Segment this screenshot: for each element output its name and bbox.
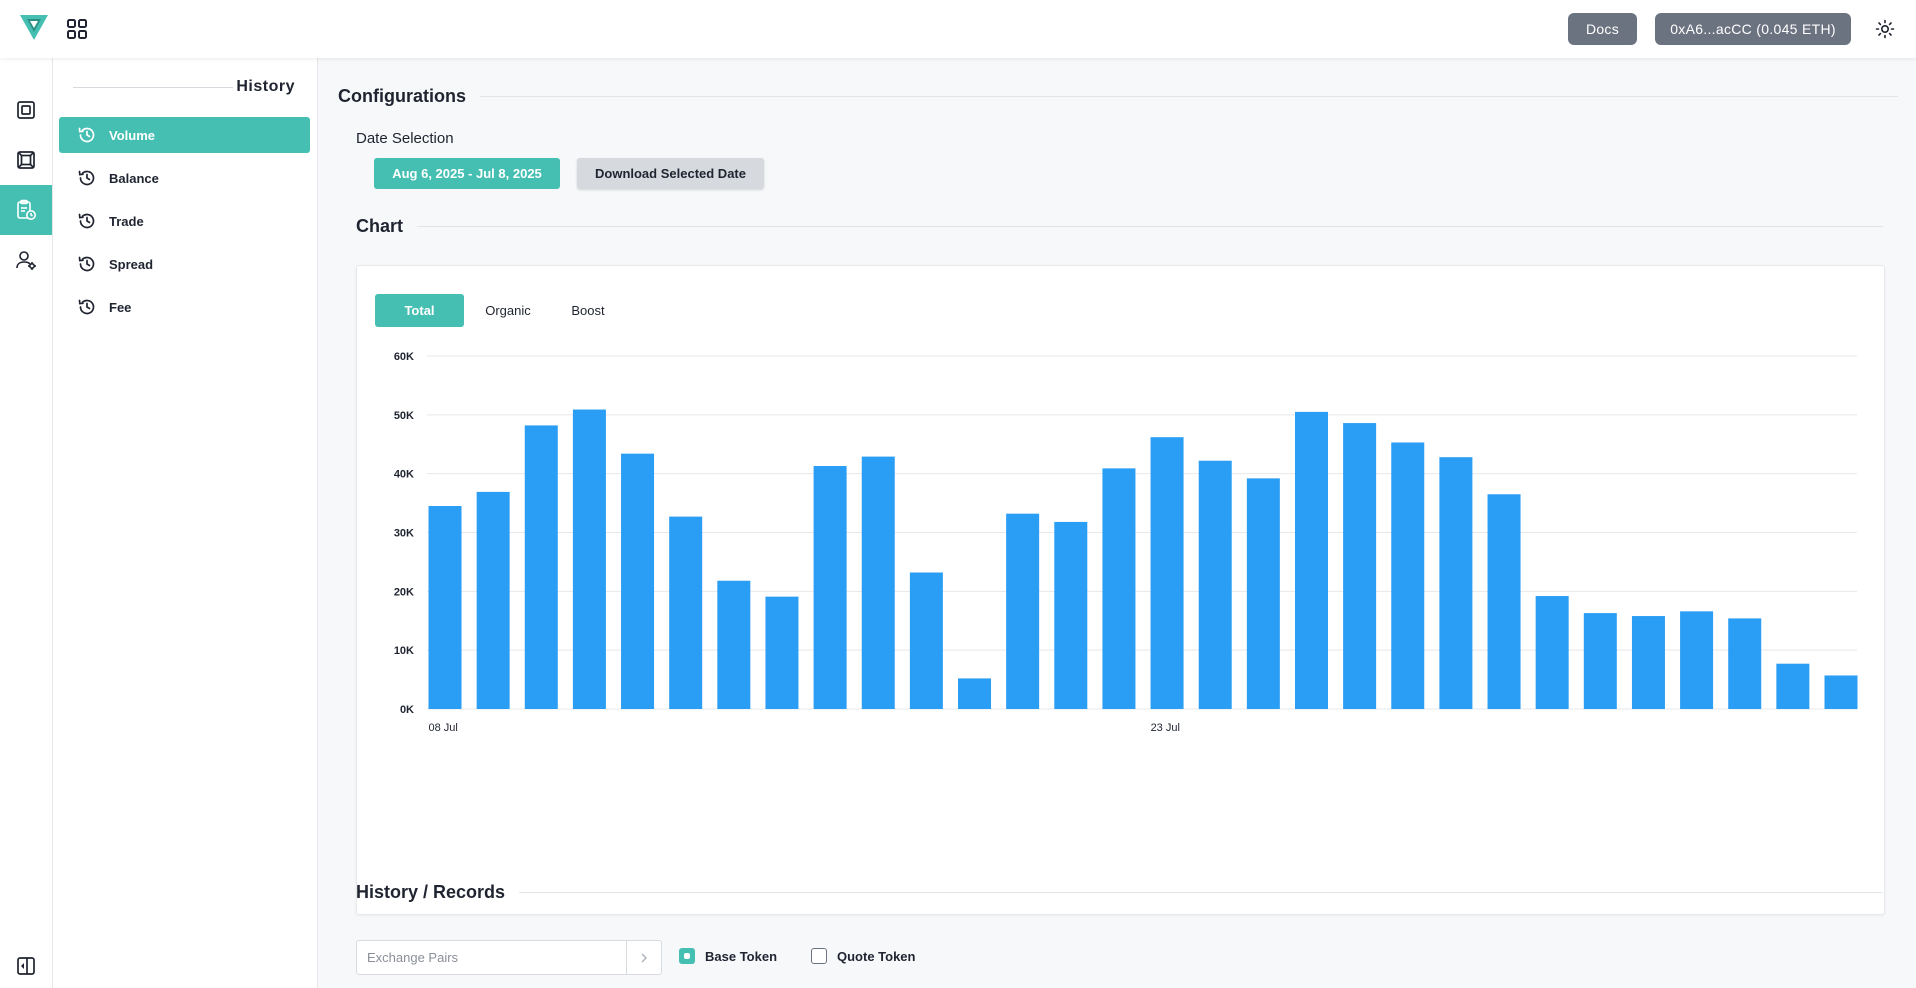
y-tick-label: 20K [394,586,414,598]
exchange-pairs-search [356,940,662,975]
sidebar-title: History [236,78,295,95]
bar [1728,618,1762,709]
download-selected-date-button[interactable]: Download Selected Date [577,158,764,189]
bar [476,491,510,709]
history-icon [77,297,97,317]
bar [1824,675,1858,709]
bar [1535,596,1569,709]
divider [480,96,1898,97]
bar [621,453,655,709]
user-settings-icon[interactable] [0,235,52,285]
sun-icon[interactable] [1875,19,1895,39]
bar [909,572,943,709]
y-tick-label: 50K [394,410,414,422]
divider [73,87,233,88]
base-token-label: Base Token [705,948,778,964]
sidebar-item-volume[interactable]: Volume [59,117,310,153]
bar [428,506,462,709]
bar [1680,611,1714,709]
quote-token-checkbox[interactable]: Quote Token [811,948,915,964]
bar [1487,494,1521,709]
brand-logo[interactable] [19,13,49,41]
sidebar-item-label: Trade [109,213,144,229]
history-records-header: History / Records [356,882,1883,903]
bar [524,425,558,709]
y-tick-label: 30K [394,528,414,540]
bar [1776,663,1810,709]
bar [1198,460,1232,709]
configurations-header: Configurations [338,86,1898,107]
checkbox-checked-icon[interactable] [679,948,695,964]
sidebar-item-label: Volume [109,127,155,143]
date-selection-label: Date Selection [356,130,454,147]
sidebar-item-label: Balance [109,170,159,186]
y-tick-label: 60K [394,351,414,363]
sidebar-item-label: Spread [109,256,154,272]
bar [1583,613,1617,709]
sidebar-item-balance[interactable]: Balance [59,160,310,196]
bar [1294,411,1328,709]
y-tick-label: 10K [394,645,414,657]
section-title: Configurations [338,86,466,106]
volume-bar-chart: 0K 10K 20K 30K 40K 50K 60K 08 Jul 23 Jul [394,351,1858,734]
bar [1439,457,1473,709]
bar [572,409,606,709]
sidebar-item-trade[interactable]: Trade [59,203,310,239]
bar [861,456,895,709]
bar [1054,521,1088,709]
top-header: Docs 0xA6...acCC (0.045 ETH) [0,0,1916,58]
tab-organic[interactable]: Organic [485,303,531,318]
history-icon [77,211,97,231]
section-title: History / Records [356,882,506,902]
icon-rail [0,58,53,988]
divider [519,892,1883,893]
checkbox-unchecked-icon[interactable] [811,948,827,964]
section-title: Chart [356,216,404,236]
x-tick-label: 23 Jul [1151,722,1180,734]
history-icon [77,168,97,188]
bar [765,596,799,709]
bar [669,516,703,709]
divider [417,226,1883,227]
chart-card: Total Organic Boost 0K 10K 20K 30K 40K 50K 60K… [356,265,1885,915]
bar [1246,478,1280,709]
y-tick-label: 0K [400,704,414,716]
bar [717,580,751,709]
bar [1631,616,1665,709]
sidebar-item-label: Fee [109,299,132,315]
chart-header: Chart [356,216,1883,237]
dashboard-icon[interactable] [0,85,52,135]
date-range-picker[interactable]: Aug 6, 2025 - Jul 8, 2025 [374,158,560,189]
sidebar-item-spread[interactable]: Spread [59,246,310,282]
quote-token-label: Quote Token [837,948,916,964]
bar [1343,423,1377,709]
history-icon [77,254,97,274]
history-sidebar: History Volume Balance Trade S [53,58,318,988]
chevron-right-icon[interactable] [626,941,661,974]
exchange-pairs-input[interactable] [357,941,626,974]
bar [813,466,847,709]
wallet-button[interactable]: 0xA6...acCC (0.045 ETH) [1655,13,1851,45]
main-content: Configurations Date Selection Aug 6, 202… [318,58,1916,988]
history-icon [77,125,97,145]
apps-grid-icon[interactable] [66,18,88,40]
docs-button[interactable]: Docs [1568,13,1637,45]
chart-tabs: Total Organic Boost [375,294,624,327]
bar [1102,468,1136,709]
tab-boost[interactable]: Boost [571,303,605,318]
y-tick-label: 40K [394,469,414,481]
collapse-sidebar-icon[interactable] [16,956,36,976]
clipboard-history-icon[interactable] [0,185,52,235]
frame-icon[interactable] [0,135,52,185]
bar [1006,513,1040,709]
bar [958,678,992,709]
bar [1391,442,1425,709]
bar [1150,437,1184,709]
sidebar-item-fee[interactable]: Fee [59,289,310,325]
base-token-checkbox[interactable]: Base Token [679,948,777,964]
tab-total[interactable]: Total [375,294,464,327]
x-tick-label: 08 Jul [429,722,458,734]
